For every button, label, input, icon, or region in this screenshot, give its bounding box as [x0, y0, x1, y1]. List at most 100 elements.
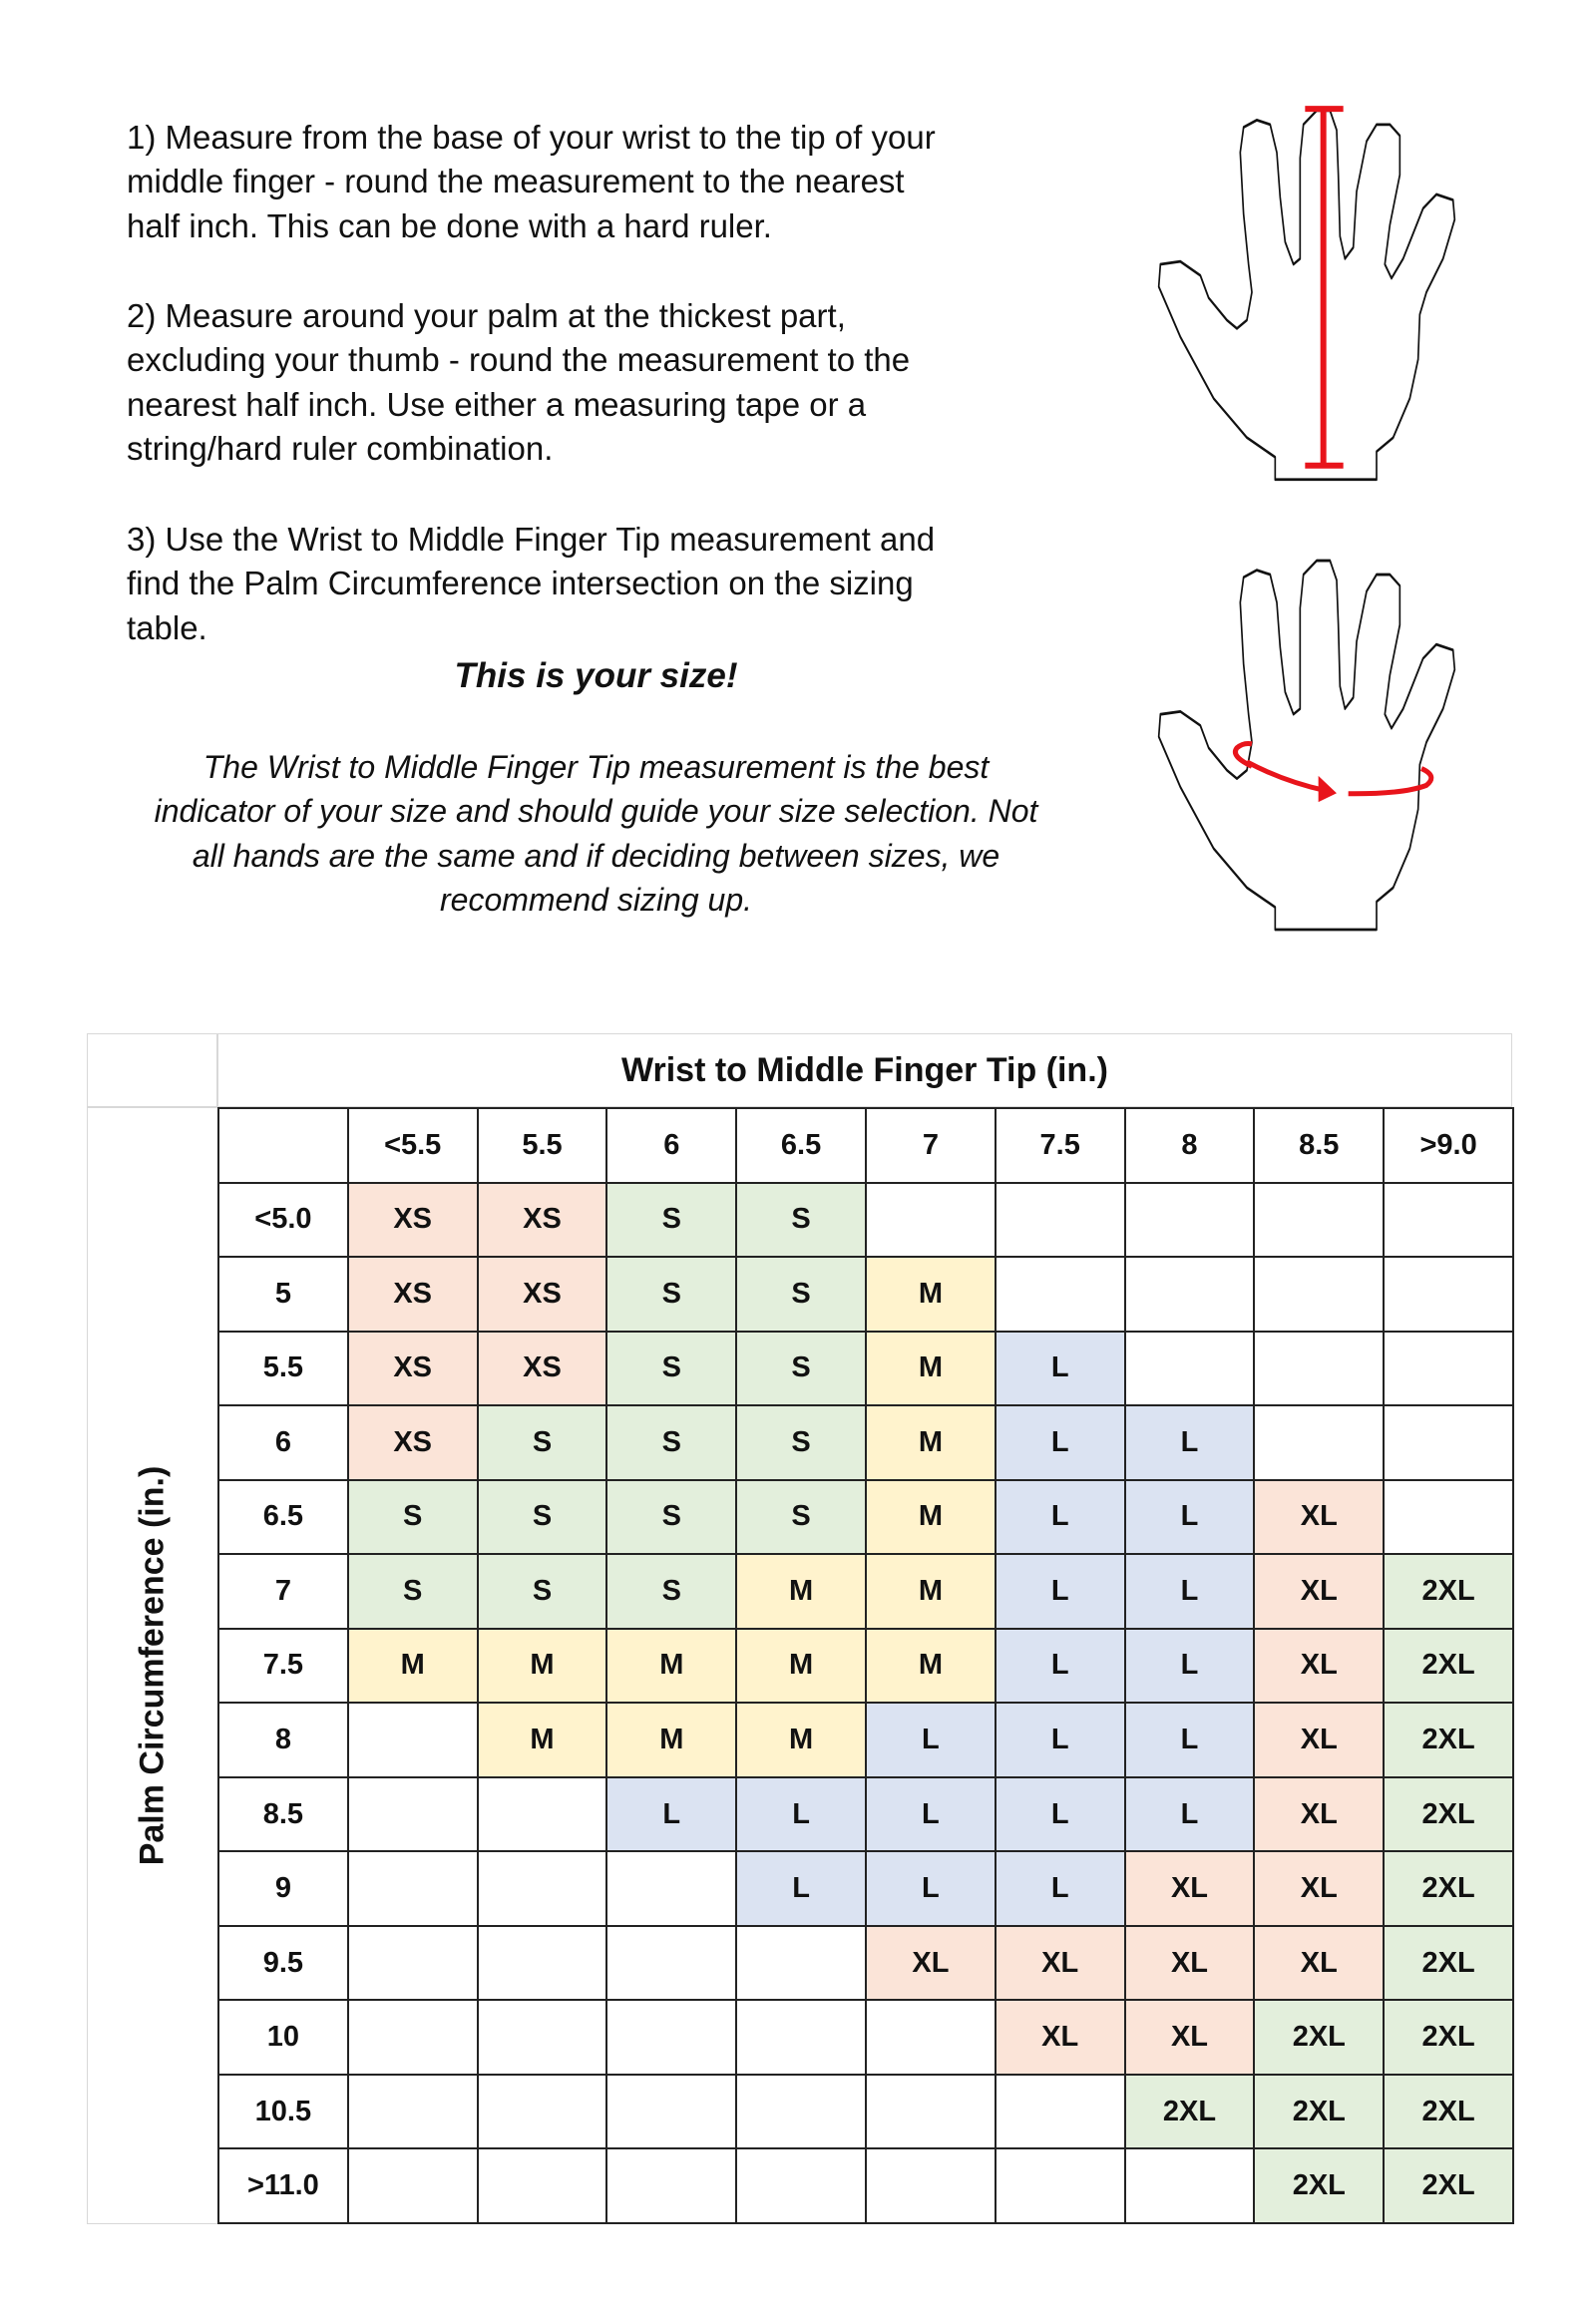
size-cell: M — [737, 1629, 867, 1705]
empty-cell — [478, 2001, 608, 2076]
empty-cell — [607, 2075, 738, 2150]
size-cell: XS — [348, 1183, 479, 1259]
size-cell: 2XL — [1255, 2075, 1386, 2150]
size-cell: M — [607, 1704, 738, 1778]
empty-cell — [737, 2149, 867, 2224]
empty-cell — [478, 2075, 608, 2150]
size-cell: XL — [1255, 1555, 1386, 1630]
size-cell: L — [1125, 1777, 1256, 1853]
row-header: 6.5 — [219, 1480, 349, 1556]
size-cell: L — [996, 1629, 1126, 1705]
size-cell: S — [607, 1332, 738, 1407]
palm-circumference-icon — [1157, 559, 1456, 932]
size-cell: S — [478, 1406, 608, 1481]
size-cell: M — [737, 1555, 867, 1630]
size-cell: L — [607, 1777, 738, 1853]
row-header: 8.5 — [219, 1777, 349, 1853]
size-cell: S — [607, 1555, 738, 1630]
row-header: 5 — [219, 1258, 349, 1333]
size-cell: XS — [348, 1406, 479, 1481]
size-cell: XL — [1125, 2001, 1256, 2076]
column-header: 7 — [867, 1109, 997, 1184]
step-2-text: 2) Measure around your palm at the thick… — [127, 294, 910, 472]
column-header: 6.5 — [737, 1109, 867, 1184]
size-cell: XL — [1255, 1480, 1386, 1556]
size-cell: XL — [1125, 1852, 1256, 1927]
size-cell: 2XL — [1255, 2001, 1386, 2076]
size-cell: XS — [348, 1332, 479, 1407]
line: excluding your thumb - round the measure… — [127, 341, 911, 379]
size-cell: S — [478, 1480, 608, 1556]
empty-cell — [478, 1852, 608, 1927]
size-cell: M — [867, 1480, 997, 1556]
column-axis-title: Wrist to Middle Finger Tip (in.) — [217, 1033, 1512, 1107]
empty-cell — [348, 2075, 479, 2150]
row-header: 8 — [219, 1704, 349, 1778]
header-corner-cell — [219, 1109, 349, 1184]
line: find the Palm Circumference intersection… — [127, 565, 914, 602]
empty-cell — [1385, 1332, 1514, 1407]
row-header: <5.0 — [219, 1183, 349, 1259]
size-cell: XL — [1255, 1926, 1386, 2002]
row-header: 7 — [219, 1555, 349, 1630]
empty-cell — [996, 1183, 1126, 1259]
size-cell: 2XL — [1385, 1704, 1514, 1778]
size-cell: M — [737, 1704, 867, 1778]
size-cell: M — [867, 1555, 997, 1630]
line: middle finger - round the measurement to… — [127, 163, 905, 200]
empty-cell — [607, 1852, 738, 1927]
line: 2) Measure around your palm at the thick… — [127, 297, 846, 334]
empty-cell — [478, 2149, 608, 2224]
line: 1) Measure from the base of your wrist t… — [127, 119, 936, 156]
size-cell: XS — [478, 1332, 608, 1407]
empty-cell — [996, 1258, 1126, 1333]
hand-measurement-illustrations — [1157, 80, 1456, 932]
size-cell: 2XL — [1385, 2149, 1514, 2224]
size-cell: M — [867, 1629, 997, 1705]
size-cell: S — [607, 1406, 738, 1481]
size-cell: S — [737, 1480, 867, 1556]
empty-cell — [348, 1777, 479, 1853]
row-header: 5.5 — [219, 1332, 349, 1407]
size-cell: M — [867, 1258, 997, 1333]
empty-cell — [1125, 1183, 1256, 1259]
sizing-note: The Wrist to Middle Finger Tip measureme… — [110, 745, 1082, 923]
size-cell: L — [1125, 1480, 1256, 1556]
size-cell: 2XL — [1385, 2001, 1514, 2076]
column-header: 8 — [1125, 1109, 1256, 1184]
column-header: 5.5 — [478, 1109, 608, 1184]
line: indicator of your size and should guide … — [154, 793, 1038, 830]
size-cell: XL — [1255, 1777, 1386, 1853]
size-cell: M — [607, 1629, 738, 1705]
row-header: 9 — [219, 1852, 349, 1927]
empty-cell — [348, 1852, 479, 1927]
size-cell: L — [996, 1777, 1126, 1853]
size-cell: S — [607, 1258, 738, 1333]
size-cell: M — [478, 1629, 608, 1705]
size-cell: XL — [996, 2001, 1126, 2076]
size-cell: S — [348, 1480, 479, 1556]
size-cell: 2XL — [1385, 1777, 1514, 1853]
empty-cell — [737, 2075, 867, 2150]
size-cell: 2XL — [1385, 1629, 1514, 1705]
empty-cell — [737, 1926, 867, 2002]
empty-cell — [867, 2149, 997, 2224]
size-cell: XL — [996, 1926, 1126, 2002]
size-cell: 2XL — [1385, 1926, 1514, 2002]
row-header: 6 — [219, 1406, 349, 1481]
empty-cell — [607, 2149, 738, 2224]
size-cell: L — [1125, 1406, 1256, 1481]
size-cell: M — [348, 1629, 479, 1705]
line: table. — [127, 608, 207, 646]
size-cell: XL — [1255, 1704, 1386, 1778]
empty-cell — [1255, 1258, 1386, 1333]
size-cell: L — [996, 1406, 1126, 1481]
emphasis-text: This is your size! — [454, 656, 738, 695]
size-cell: L — [867, 1852, 997, 1927]
size-cell: S — [737, 1332, 867, 1407]
empty-cell — [478, 1777, 608, 1853]
size-cell: L — [996, 1480, 1126, 1556]
row-header: 10 — [219, 2001, 349, 2076]
size-cell: M — [867, 1406, 997, 1481]
size-cell: S — [737, 1258, 867, 1333]
